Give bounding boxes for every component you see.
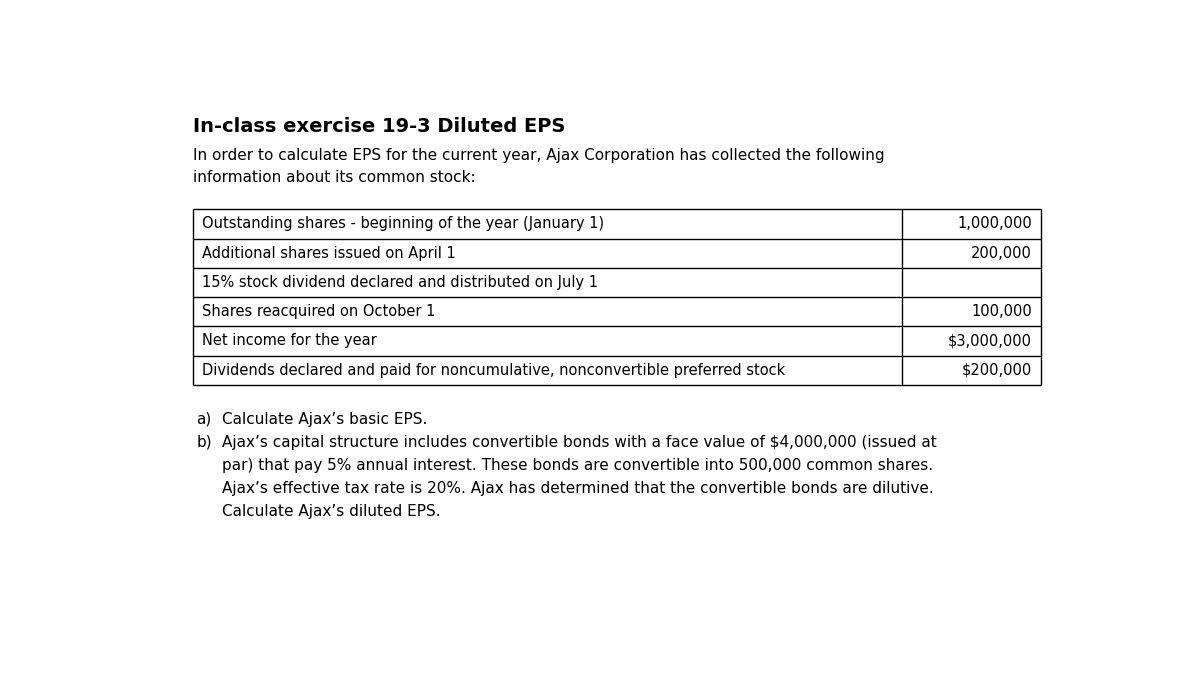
Text: In-class exercise 19-3 Diluted EPS: In-class exercise 19-3 Diluted EPS: [193, 117, 565, 136]
Text: par) that pay 5% annual interest. These bonds are convertible into 500,000 commo: par) that pay 5% annual interest. These …: [222, 458, 934, 473]
Text: a): a): [197, 412, 211, 426]
Text: Ajax’s effective tax rate is 20%. Ajax has determined that the convertible bonds: Ajax’s effective tax rate is 20%. Ajax h…: [222, 481, 934, 496]
Text: Net income for the year: Net income for the year: [202, 334, 377, 348]
Text: 15% stock dividend declared and distributed on July 1: 15% stock dividend declared and distribu…: [202, 275, 598, 290]
Text: Shares reacquired on October 1: Shares reacquired on October 1: [202, 304, 436, 319]
Text: 100,000: 100,000: [971, 304, 1032, 319]
Text: $200,000: $200,000: [961, 363, 1032, 378]
Text: Calculate Ajax’s diluted EPS.: Calculate Ajax’s diluted EPS.: [222, 504, 440, 519]
Text: Ajax’s capital structure includes convertible bonds with a face value of $4,000,: Ajax’s capital structure includes conver…: [222, 435, 937, 450]
Text: Calculate Ajax’s basic EPS.: Calculate Ajax’s basic EPS.: [222, 412, 427, 426]
Text: 200,000: 200,000: [971, 246, 1032, 260]
Text: b): b): [197, 435, 212, 450]
Text: Outstanding shares - beginning of the year (January 1): Outstanding shares - beginning of the ye…: [202, 216, 604, 232]
Text: In order to calculate EPS for the current year, Ajax Corporation has collected t: In order to calculate EPS for the curren…: [193, 148, 884, 185]
Text: $3,000,000: $3,000,000: [948, 334, 1032, 348]
Text: Dividends declared and paid for noncumulative, nonconvertible preferred stock: Dividends declared and paid for noncumul…: [202, 363, 785, 378]
Text: Additional shares issued on April 1: Additional shares issued on April 1: [202, 246, 456, 260]
Text: 1,000,000: 1,000,000: [958, 216, 1032, 232]
